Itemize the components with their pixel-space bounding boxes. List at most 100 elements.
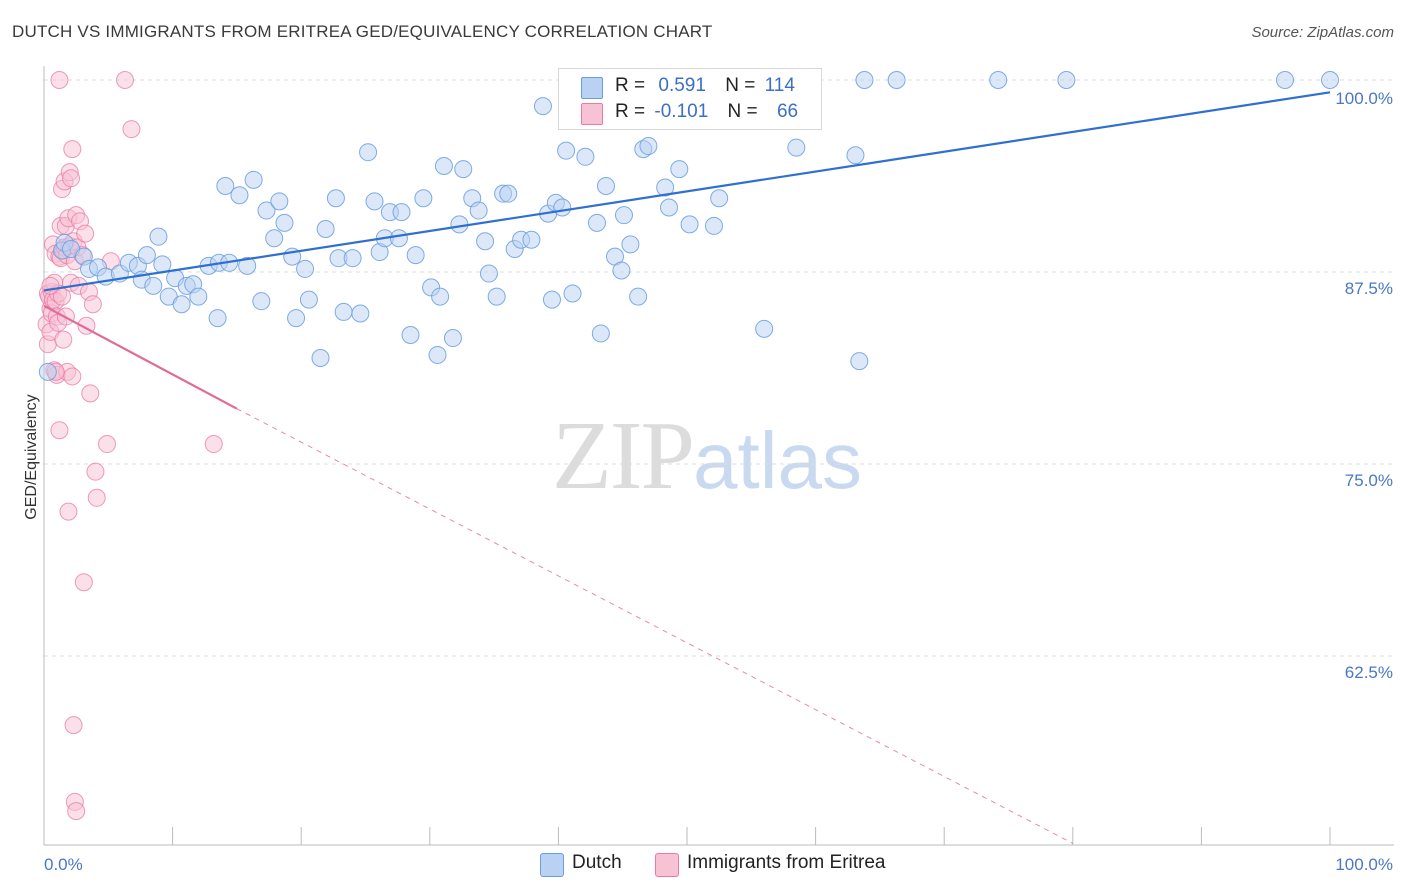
eritrea-point bbox=[50, 421, 69, 440]
dutch-point bbox=[476, 232, 495, 251]
dutch-point bbox=[553, 198, 572, 217]
dutch-point bbox=[149, 227, 168, 246]
eritrea-point bbox=[74, 573, 93, 592]
dutch-point bbox=[846, 146, 865, 165]
eritrea-point bbox=[116, 71, 135, 89]
dutch-point bbox=[343, 249, 362, 268]
dutch-n-label: N = bbox=[725, 75, 756, 96]
dutch-point bbox=[406, 246, 425, 265]
dutch-point bbox=[850, 352, 869, 371]
x-tick-label: 0.0% bbox=[44, 855, 83, 874]
dutch-point bbox=[365, 192, 384, 211]
dutch-point bbox=[855, 71, 874, 89]
eritrea-point bbox=[87, 488, 106, 507]
dutch-point bbox=[563, 284, 582, 303]
dutch-point bbox=[275, 213, 294, 232]
eritrea-point bbox=[83, 295, 102, 314]
dutch-trend-line bbox=[43, 91, 1331, 292]
tick-labels: 100.0% 87.5% 75.0% 62.5% 0.0% 100.0% bbox=[44, 89, 1393, 874]
dutch-point bbox=[487, 287, 506, 306]
eritrea-swatch bbox=[581, 103, 603, 125]
eritrea-point bbox=[41, 276, 60, 295]
dutch-point bbox=[591, 324, 610, 343]
dutch-point bbox=[576, 147, 595, 166]
dutch-point bbox=[252, 292, 271, 311]
dutch-point bbox=[326, 189, 345, 208]
dutch-point bbox=[1275, 71, 1294, 89]
dutch-point bbox=[670, 160, 689, 179]
eritrea-point bbox=[81, 384, 100, 403]
eritrea-point bbox=[98, 435, 117, 454]
eritrea-point bbox=[63, 367, 82, 386]
dutch-point bbox=[454, 160, 473, 179]
eritrea-legend-label: Immigrants from Eritrea bbox=[687, 852, 886, 873]
dutch-point bbox=[1321, 71, 1339, 89]
dutch-point bbox=[629, 287, 648, 306]
dutch-point bbox=[680, 215, 699, 234]
dutch-point bbox=[401, 325, 420, 344]
eritrea-point bbox=[62, 169, 81, 188]
dutch-point bbox=[316, 219, 335, 238]
dutch-point bbox=[428, 345, 447, 364]
dutch-r-value: 0.591 bbox=[658, 75, 706, 96]
dutch-point bbox=[270, 192, 289, 211]
eritrea-trend-extension bbox=[236, 408, 1074, 844]
dutch-point bbox=[389, 229, 408, 248]
eritrea-point bbox=[86, 462, 105, 481]
eritrea-n-label: N = bbox=[727, 101, 758, 122]
dutch-point bbox=[296, 259, 315, 278]
eritrea-point bbox=[63, 140, 82, 159]
eritrea-point bbox=[64, 716, 83, 735]
dutch-point bbox=[311, 349, 330, 368]
dutch-point bbox=[414, 189, 433, 208]
y-tick-label: 62.5% bbox=[1345, 663, 1393, 682]
eritrea-trend-line bbox=[43, 304, 238, 410]
dutch-swatch bbox=[581, 77, 603, 99]
dutch-point bbox=[587, 213, 606, 232]
dutch-point bbox=[443, 329, 462, 348]
dutch-point bbox=[172, 295, 191, 314]
dutch-point bbox=[208, 309, 227, 328]
y-tick-label: 75.0% bbox=[1345, 471, 1393, 490]
axes bbox=[43, 66, 1394, 846]
dutch-point bbox=[257, 201, 276, 220]
dutch-n-value: 114 bbox=[764, 75, 795, 96]
dutch-series bbox=[38, 71, 1339, 381]
dutch-point bbox=[596, 176, 615, 195]
dutch-point bbox=[359, 143, 378, 162]
dutch-point bbox=[392, 203, 411, 222]
dutch-point bbox=[887, 71, 906, 89]
dutch-point bbox=[614, 206, 633, 225]
dutch-point bbox=[542, 290, 561, 309]
dutch-point bbox=[621, 235, 640, 254]
dutch-point bbox=[656, 178, 675, 197]
dutch-point bbox=[755, 319, 774, 338]
dutch-point bbox=[265, 229, 284, 248]
eritrea-point bbox=[67, 802, 86, 821]
dutch-point bbox=[469, 201, 488, 220]
dutch-point bbox=[299, 290, 318, 309]
dutch-r-label: R = bbox=[615, 75, 646, 96]
y-tick-label: 100.0% bbox=[1335, 89, 1393, 108]
dutch-point bbox=[710, 189, 729, 208]
dutch-point bbox=[659, 198, 678, 217]
dutch-point bbox=[38, 362, 57, 381]
dutch-point bbox=[287, 309, 306, 328]
dutch-point bbox=[1057, 71, 1076, 89]
eritrea-point bbox=[122, 120, 141, 139]
dutch-point bbox=[334, 302, 353, 321]
eritrea-legend-swatch bbox=[655, 853, 679, 877]
zipatlas-watermark: ZIPatlas bbox=[552, 402, 862, 510]
eritrea-point bbox=[76, 224, 95, 243]
dutch-point bbox=[238, 256, 257, 275]
eritrea-r-value: -0.101 bbox=[654, 101, 709, 122]
eritrea-point bbox=[59, 502, 78, 521]
dutch-point bbox=[499, 184, 518, 203]
dutch-point bbox=[351, 304, 370, 323]
eritrea-point bbox=[54, 330, 73, 349]
dutch-point bbox=[434, 157, 453, 176]
eritrea-point bbox=[50, 71, 69, 89]
source-label: Source: ZipAtlas.com bbox=[1251, 24, 1394, 41]
dutch-point bbox=[144, 276, 163, 295]
